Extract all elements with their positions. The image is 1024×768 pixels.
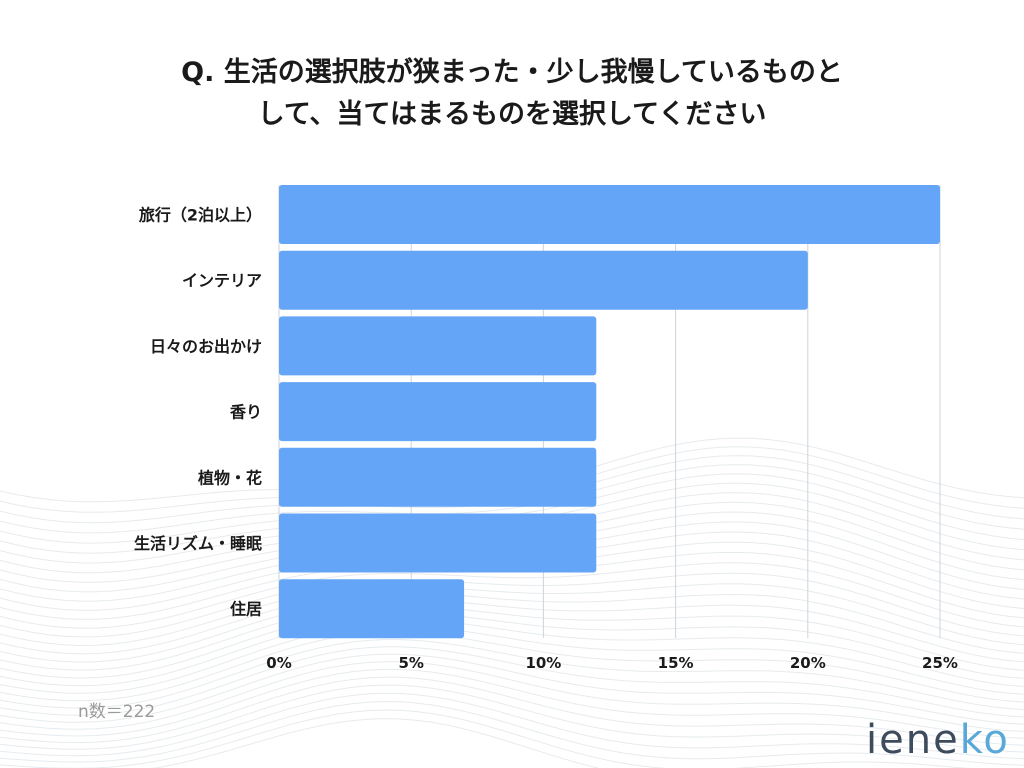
- chart-title-line-1: Q. 生活の選択肢が狭まった・少し我慢しているものと: [181, 57, 843, 88]
- bar: [279, 447, 597, 507]
- background-wave-line: [0, 701, 1024, 766]
- category-label: 日々のお出かけ: [150, 337, 262, 356]
- background-wave-line: [0, 562, 1024, 629]
- x-tick-label: 0%: [266, 654, 291, 672]
- background-wave-line: [0, 709, 970, 768]
- background-wave-line: [0, 464, 1024, 534]
- x-tick-label: 20%: [790, 654, 826, 672]
- background-wave-line: [0, 618, 1024, 687]
- category-label: 旅行（2泊以上）: [139, 206, 262, 225]
- bar: [279, 513, 597, 573]
- background-wave-line: [0, 598, 1024, 663]
- bar: [279, 185, 940, 244]
- background-wave-line: [0, 625, 1024, 695]
- background-wave-line: [0, 639, 1024, 711]
- ieneko-logo: ieneko: [866, 718, 1010, 762]
- background-wave-line: [0, 583, 1024, 647]
- background-wave-line: [0, 572, 1024, 638]
- chart-title-line-2: して、当てはまるものを選択してください: [257, 99, 767, 130]
- x-tick-label: 10%: [525, 654, 561, 672]
- bar: [279, 382, 597, 442]
- sample-size-label: n数＝222: [78, 702, 156, 722]
- logo-text-accent: ko: [959, 717, 1010, 763]
- category-label: 香り: [229, 403, 262, 422]
- background-wave-line: [0, 604, 1024, 671]
- chart-title: Q. 生活の選択肢が狭まった・少し我慢しているものと して、当てはまるものを選択…: [0, 52, 1024, 136]
- background-wave-line: [0, 632, 1024, 703]
- background-wave-line: [0, 591, 1024, 655]
- background-wave-line: [0, 676, 1024, 746]
- background-wave-line: [0, 668, 1024, 739]
- background-wave-line: [0, 646, 1024, 718]
- background-wave-line: [0, 661, 1024, 732]
- x-tick-label: 25%: [922, 654, 958, 672]
- background-wave-line: [0, 684, 1024, 753]
- logo-text-main: iene: [866, 717, 960, 763]
- bar: [279, 579, 465, 639]
- background-wave-line: [0, 653, 1024, 725]
- bar: [279, 250, 808, 310]
- category-label: インテリア: [182, 271, 262, 290]
- category-label: 住居: [230, 600, 262, 619]
- x-tick-label: 15%: [658, 654, 694, 672]
- x-tick-label: 5%: [398, 654, 423, 672]
- background-wave-line: [0, 611, 1024, 679]
- category-label: 生活リズム・睡眠: [134, 534, 262, 553]
- category-label: 植物・花: [197, 468, 262, 487]
- background-wave-line: [152, 718, 600, 768]
- bar: [279, 316, 597, 376]
- background-wave-line: [0, 692, 1024, 760]
